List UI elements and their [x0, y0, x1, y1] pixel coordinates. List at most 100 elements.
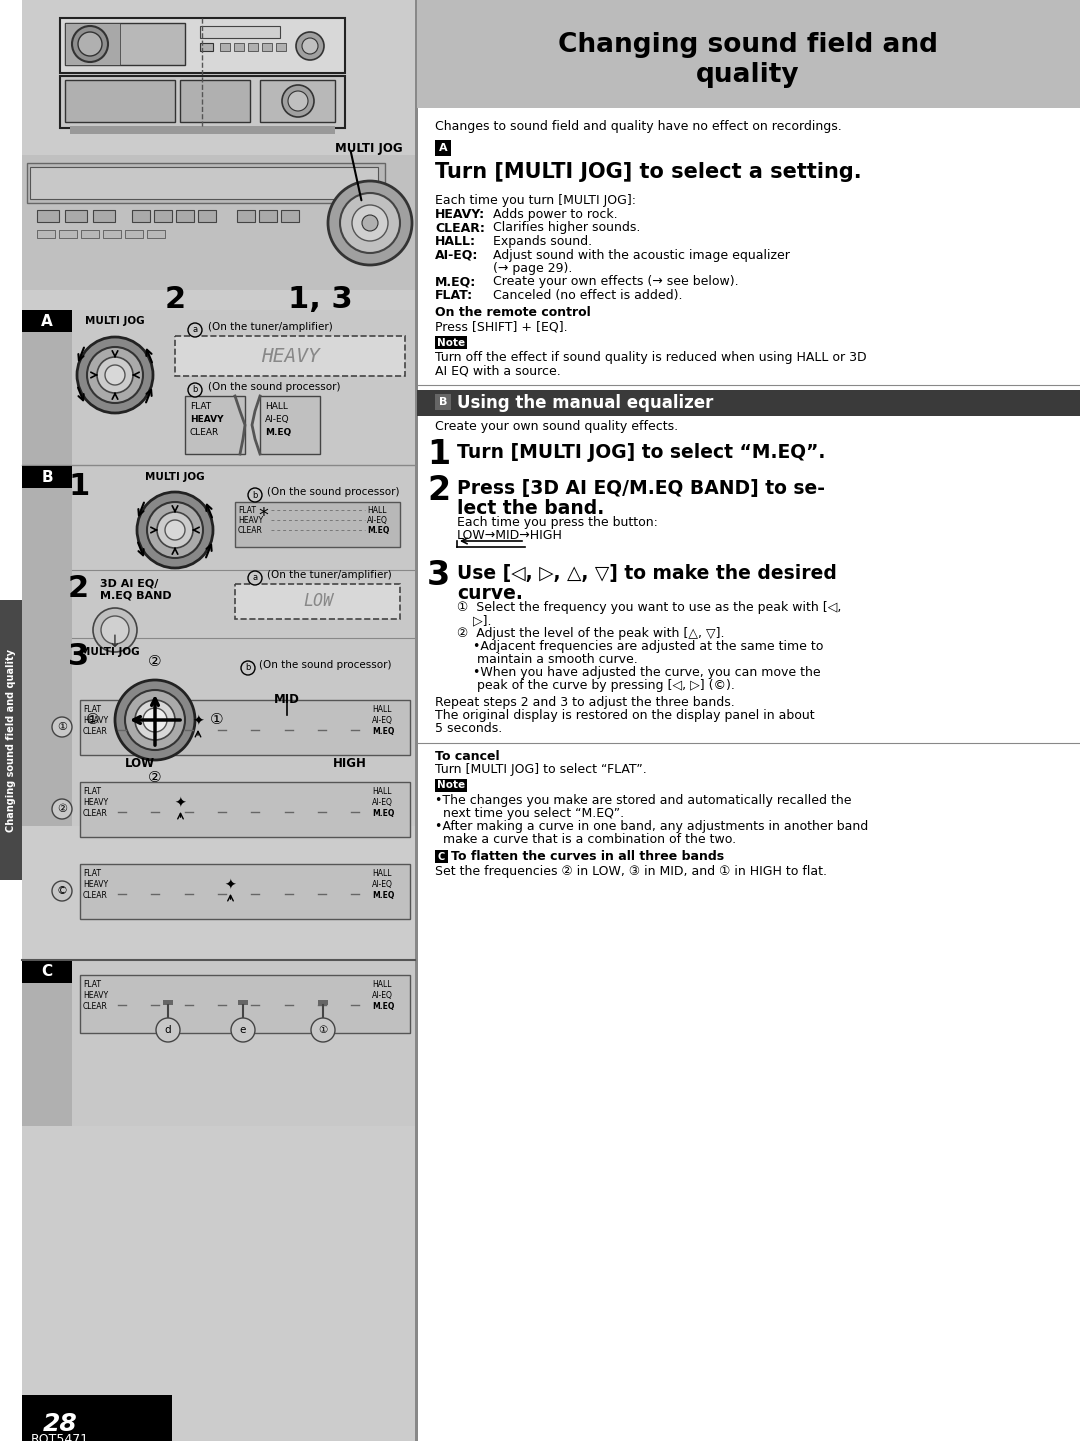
Bar — [220, 43, 230, 50]
Bar — [200, 43, 213, 50]
Bar — [435, 140, 451, 156]
Bar — [259, 210, 276, 222]
Bar — [147, 231, 165, 238]
Text: HALL: HALL — [367, 506, 387, 514]
Text: LOW: LOW — [303, 592, 333, 610]
Text: Adds power to rock.: Adds power to rock. — [492, 208, 618, 220]
Circle shape — [352, 205, 388, 241]
Circle shape — [248, 571, 262, 585]
Bar — [65, 23, 120, 65]
Circle shape — [135, 700, 175, 741]
Text: b: b — [245, 663, 251, 673]
Text: AI-EQ: AI-EQ — [372, 991, 393, 1000]
Bar — [37, 231, 55, 238]
Text: (On the sound processor): (On the sound processor) — [259, 660, 391, 670]
Text: B: B — [41, 470, 53, 484]
Text: AI-EQ: AI-EQ — [367, 516, 388, 525]
Text: HALL: HALL — [372, 869, 391, 878]
Text: ©: © — [56, 886, 67, 896]
Text: Set the frequencies ② in LOW, ③ in MID, and ① in HIGH to flat.: Set the frequencies ② in LOW, ③ in MID, … — [435, 865, 827, 878]
Text: M.EQ: M.EQ — [367, 526, 390, 535]
Circle shape — [156, 1017, 180, 1042]
Circle shape — [87, 347, 143, 403]
Bar — [60, 17, 345, 73]
Circle shape — [362, 215, 378, 231]
Text: Clarifies higher sounds.: Clarifies higher sounds. — [492, 222, 640, 235]
Text: Note: Note — [437, 781, 465, 791]
Text: B: B — [438, 398, 447, 406]
Text: 3: 3 — [427, 559, 450, 592]
Text: Each time you press the button:: Each time you press the button: — [457, 516, 658, 529]
Text: M.EQ:: M.EQ: — [435, 275, 476, 288]
Text: ②  Adjust the level of the peak with [△, ▽].: ② Adjust the level of the peak with [△, … — [457, 627, 725, 640]
Text: CLEAR: CLEAR — [83, 808, 108, 818]
Text: ✦: ✦ — [225, 879, 237, 893]
Bar — [22, 156, 415, 290]
Bar — [80, 865, 410, 919]
Bar — [281, 210, 299, 222]
Text: HEAVY: HEAVY — [83, 798, 108, 807]
Text: Adjust sound with the acoustic image equalizer: Adjust sound with the acoustic image equ… — [492, 248, 789, 261]
Text: M.EQ BAND: M.EQ BAND — [100, 589, 172, 599]
Text: MULTI JOG: MULTI JOG — [80, 647, 139, 657]
Bar — [248, 43, 258, 50]
Bar — [435, 336, 467, 349]
Circle shape — [248, 488, 262, 501]
Bar — [260, 81, 335, 122]
Bar — [60, 17, 345, 73]
Text: next time you select “M.EQ”.: next time you select “M.EQ”. — [435, 807, 624, 820]
Text: b: b — [192, 386, 198, 395]
Text: HEAVY: HEAVY — [83, 880, 108, 889]
Text: MULTI JOG: MULTI JOG — [335, 143, 403, 156]
Text: Canceled (no effect is added).: Canceled (no effect is added). — [492, 290, 683, 303]
Text: HALL: HALL — [372, 980, 391, 989]
Circle shape — [231, 1017, 255, 1042]
Bar — [417, 0, 1080, 1441]
Bar — [80, 782, 410, 837]
Bar — [93, 210, 114, 222]
Text: Changing sound field and quality: Changing sound field and quality — [6, 648, 16, 831]
Bar — [22, 465, 415, 826]
Text: ▷].: ▷]. — [457, 614, 491, 627]
Text: M.EQ: M.EQ — [372, 891, 394, 901]
Text: Create your own sound quality effects.: Create your own sound quality effects. — [435, 419, 678, 432]
Circle shape — [52, 718, 72, 736]
Bar — [22, 310, 72, 465]
Text: Press [SHIFT] + [EQ].: Press [SHIFT] + [EQ]. — [435, 320, 568, 333]
Text: AI-EQ: AI-EQ — [372, 716, 393, 725]
Bar — [22, 310, 72, 331]
Bar — [237, 210, 255, 222]
Bar — [65, 23, 185, 65]
Bar — [435, 393, 451, 411]
Bar — [22, 465, 72, 488]
Bar — [435, 780, 467, 793]
Circle shape — [52, 880, 72, 901]
Text: •Adjacent frequencies are adjusted at the same time to: •Adjacent frequencies are adjusted at th… — [457, 640, 823, 653]
Text: Turn [MULTI JOG] to select a setting.: Turn [MULTI JOG] to select a setting. — [435, 161, 862, 182]
Text: •When you have adjusted the curve, you can move the: •When you have adjusted the curve, you c… — [457, 666, 821, 679]
Text: a: a — [192, 326, 198, 334]
Text: 3: 3 — [68, 643, 90, 672]
Text: *: * — [258, 506, 268, 525]
Text: HEAVY: HEAVY — [83, 716, 108, 725]
Bar — [235, 584, 400, 620]
Text: MULTI JOG: MULTI JOG — [145, 473, 205, 481]
Text: HEAVY: HEAVY — [238, 516, 264, 525]
Bar — [65, 210, 87, 222]
Text: LOW: LOW — [125, 757, 156, 769]
Text: make a curve that is a combination of the two.: make a curve that is a combination of th… — [435, 833, 737, 846]
Bar — [22, 0, 417, 1441]
Text: ②: ② — [148, 771, 162, 785]
Text: •After making a curve in one band, any adjustments in another band: •After making a curve in one band, any a… — [435, 820, 868, 833]
Bar — [260, 396, 320, 454]
Text: ②: ② — [57, 804, 67, 814]
Text: M.EQ: M.EQ — [265, 428, 292, 437]
Circle shape — [143, 708, 167, 732]
Text: CLEAR:: CLEAR: — [435, 222, 485, 235]
Text: Changing sound field and: Changing sound field and — [558, 32, 939, 58]
Text: Repeat steps 2 and 3 to adjust the three bands.: Repeat steps 2 and 3 to adjust the three… — [435, 696, 734, 709]
Circle shape — [97, 357, 133, 393]
Bar — [70, 125, 335, 134]
Text: FLAT: FLAT — [190, 402, 211, 411]
Text: Using the manual equalizer: Using the manual equalizer — [457, 393, 714, 412]
